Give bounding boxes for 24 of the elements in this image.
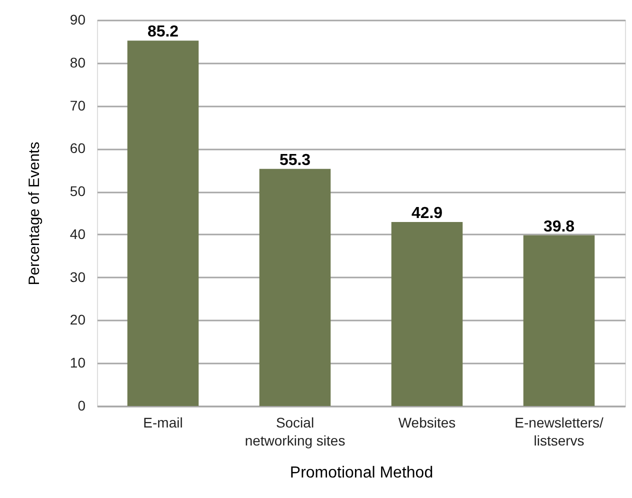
y-tick-label: 10 [70,354,86,371]
x-tick-label: Social networking sites [244,414,346,448]
y-tick-label: 90 [70,12,86,28]
bar [391,222,463,406]
bar [127,40,199,406]
x-tick-label: E-newsletters/ listservs [514,414,604,448]
y-tick-label: 0 [78,398,86,414]
data-label: 39.8 [543,218,575,236]
bar [523,235,595,406]
y-axis-title: Percentage of Events [26,142,43,286]
x-tick-label: E-mail [143,414,183,430]
y-tick-label: 40 [70,226,86,242]
y-tick-label: 30 [70,268,86,285]
data-label: 42.9 [411,205,443,222]
x-tick-label: Websites [398,414,456,430]
bar [259,168,331,406]
y-tick-label: 50 [70,183,86,200]
y-tick-label: 70 [70,97,86,114]
y-tick-label: 60 [70,140,86,156]
data-label: 55.3 [279,152,311,169]
y-tick-label: 80 [70,54,86,70]
data-label: 85.2 [147,24,179,41]
y-tick-label: 20 [70,312,86,328]
x-axis-title: Promotional Method [290,464,434,482]
